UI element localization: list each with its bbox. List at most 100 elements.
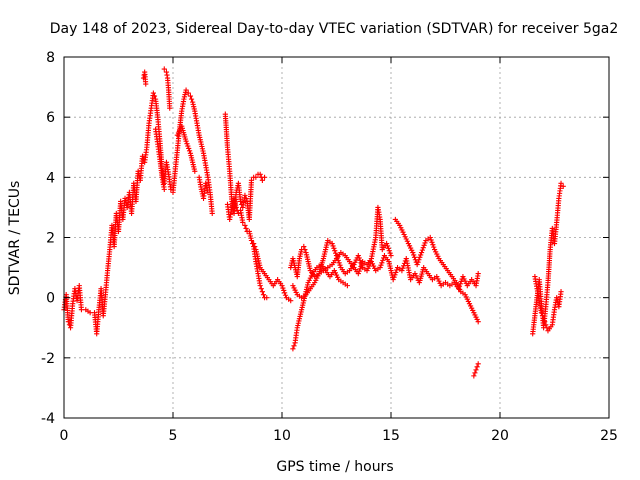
data-point xyxy=(377,264,383,271)
data-point xyxy=(257,171,263,177)
data-point xyxy=(391,274,397,280)
data-point xyxy=(188,96,195,102)
data-point xyxy=(257,283,263,289)
data-point xyxy=(475,271,481,277)
data-point xyxy=(411,254,418,260)
data-point xyxy=(418,252,424,258)
x-axis-label: GPS time / hours xyxy=(276,459,393,475)
data-point xyxy=(543,322,549,328)
data-point xyxy=(429,239,435,245)
data-point xyxy=(332,248,338,254)
data-point xyxy=(359,261,365,267)
data-point xyxy=(428,237,434,243)
data-point xyxy=(282,290,288,296)
data-point xyxy=(184,141,190,147)
data-point xyxy=(539,313,546,319)
data-point xyxy=(357,266,363,272)
y-tick-label: 8 xyxy=(46,50,55,66)
data-point xyxy=(416,257,422,263)
x-tick-label: 0 xyxy=(60,428,69,444)
data-point xyxy=(186,145,192,152)
data-point xyxy=(233,204,239,211)
data-point xyxy=(421,242,427,248)
data-point xyxy=(430,242,436,248)
data-point xyxy=(253,174,259,180)
data-point xyxy=(378,262,384,268)
data-point xyxy=(393,269,399,275)
data-point xyxy=(183,87,189,93)
data-point xyxy=(330,243,336,249)
data-point xyxy=(422,240,428,246)
data-point xyxy=(388,252,394,259)
y-tick-label: -2 xyxy=(41,351,55,367)
data-point xyxy=(457,281,463,287)
data-point xyxy=(384,240,390,247)
data-point xyxy=(392,272,398,278)
x-tick-label: 10 xyxy=(273,428,291,444)
data-point xyxy=(259,289,265,295)
data-point xyxy=(387,250,393,256)
data-point xyxy=(65,319,71,325)
data-point xyxy=(161,186,167,192)
data-point xyxy=(168,186,174,192)
data-point xyxy=(385,245,391,251)
y-tick-label: 4 xyxy=(46,170,55,186)
data-point xyxy=(242,222,248,229)
data-point xyxy=(143,81,149,87)
x-tick-label: 25 xyxy=(600,428,618,444)
data-point xyxy=(151,93,158,99)
data-point xyxy=(355,271,361,277)
data-point xyxy=(205,189,211,195)
data-point xyxy=(248,237,255,244)
data-point xyxy=(290,346,296,352)
data-point xyxy=(240,219,246,226)
data-point xyxy=(558,180,564,186)
data-point xyxy=(541,316,547,322)
data-point xyxy=(237,198,244,204)
data-point xyxy=(475,361,481,367)
data-point xyxy=(261,174,268,180)
data-point xyxy=(418,249,425,256)
data-point xyxy=(471,373,477,379)
data-point xyxy=(260,292,267,298)
data-points xyxy=(61,66,566,379)
data-point xyxy=(258,286,264,292)
data-point xyxy=(431,244,437,250)
data-point xyxy=(475,319,481,325)
data-point xyxy=(251,240,257,247)
y-tick-label: 2 xyxy=(46,231,55,247)
data-point xyxy=(410,249,416,256)
data-point xyxy=(379,260,385,266)
data-point xyxy=(400,265,406,271)
data-point xyxy=(415,259,421,265)
data-point xyxy=(192,168,198,174)
data-point xyxy=(242,192,248,198)
data-point xyxy=(358,263,364,269)
data-point xyxy=(167,105,173,111)
data-point xyxy=(336,260,342,266)
data-point xyxy=(243,195,249,201)
data-point xyxy=(337,262,343,268)
data-point xyxy=(252,243,258,250)
data-point xyxy=(399,267,405,274)
data-point xyxy=(282,292,289,298)
data-point xyxy=(302,246,308,253)
data-point xyxy=(558,289,564,295)
data-point xyxy=(279,283,285,289)
data-point xyxy=(417,254,423,260)
data-point xyxy=(357,257,363,263)
chart-title: Day 148 of 2023, Sidereal Day-to-day VTE… xyxy=(50,21,619,37)
axis-ticks: 0 5 10 15 20 25 -4 -2 0 2 4 6 8 xyxy=(41,50,618,444)
data-point xyxy=(185,90,191,96)
data-point xyxy=(161,66,167,72)
data-point xyxy=(344,283,350,289)
data-point xyxy=(544,325,550,331)
data-point xyxy=(333,250,339,256)
data-point xyxy=(356,255,362,261)
data-point xyxy=(280,285,286,291)
data-point xyxy=(356,268,362,274)
y-tick-label: 6 xyxy=(46,110,55,126)
x-tick-label: 20 xyxy=(491,428,509,444)
data-point xyxy=(329,240,335,247)
